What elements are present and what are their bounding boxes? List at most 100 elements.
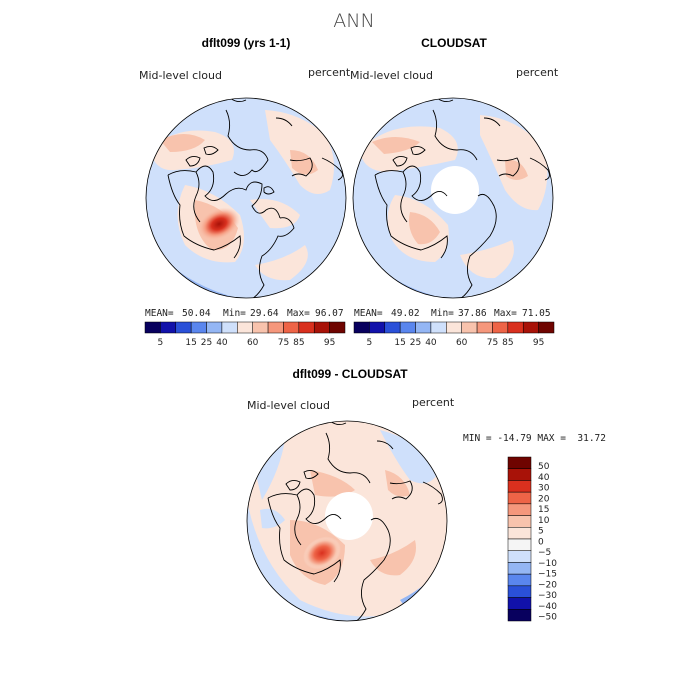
polar-no-data-hole <box>325 492 373 540</box>
colorbar-swatch <box>446 321 462 334</box>
colorbar: 5 15 25 40 60 75 85 95 <box>353 321 555 348</box>
colorbar-tick-label: 20 <box>538 494 550 504</box>
stat-min: 29.64 <box>250 308 279 319</box>
map-boundary <box>145 97 347 299</box>
colorbar-swatch <box>206 321 223 334</box>
coastlines <box>167 98 343 298</box>
panel-title: CLOUDSAT <box>421 36 487 50</box>
panel-difference: dflt099 - CLOUDSAT Mid-level cloud perce… <box>246 367 606 623</box>
colorbar-tick-label: −50 <box>538 613 557 623</box>
colorbar-tick-label: 40 <box>216 338 228 348</box>
colorbar-swatch <box>507 480 532 493</box>
polar-no-data-hole <box>431 166 479 214</box>
colorbar-swatch <box>369 321 386 334</box>
colorbar-swatch <box>522 321 539 334</box>
colorbar-swatch <box>399 321 416 334</box>
colorbar: 5 15 25 40 60 75 85 95 <box>144 321 346 348</box>
colorbar-swatch <box>221 321 238 334</box>
figure-title: ANN <box>333 10 374 32</box>
colorbar-swatch <box>190 321 207 334</box>
colorbar-swatch <box>267 321 284 334</box>
stat-min-label: Min= <box>223 308 246 319</box>
colorbar-tick-label: 60 <box>247 338 259 348</box>
colorbar-tick-label: 85 <box>502 338 513 348</box>
colorbar-swatch <box>507 585 532 598</box>
panel-title: dflt099 - CLOUDSAT <box>292 367 408 381</box>
panel-model: dflt099 (yrs 1-1) Mid-level cloud percen… <box>139 36 351 348</box>
colorbar-swatch <box>507 491 532 505</box>
coastlines <box>374 98 550 298</box>
colorbar-tick-label: 95 <box>533 338 544 348</box>
units-label: percent <box>516 66 559 79</box>
colorbar-swatch <box>476 321 493 334</box>
colorbar-tick-label: −40 <box>538 602 557 612</box>
colorbar-swatch <box>384 321 401 334</box>
colorbar-swatch <box>507 562 532 575</box>
colorbar-swatch <box>507 321 524 334</box>
colorbar-swatch <box>175 321 192 334</box>
colorbar-swatch <box>313 321 330 334</box>
colorbar-tick-label: 5 <box>538 527 544 537</box>
variable-label: Mid-level cloud <box>350 69 433 82</box>
colorbar-swatch <box>507 573 532 587</box>
colorbar-swatch <box>507 527 532 540</box>
colorbar-swatch <box>507 597 532 610</box>
stat-max: 71.05 <box>522 308 551 319</box>
stat-mean: 50.04 <box>182 308 211 319</box>
colorbar-swatch <box>160 321 177 334</box>
colorbar-swatch <box>507 503 532 516</box>
panel-observation: CLOUDSAT Mid-level cloud percent <box>350 36 559 348</box>
colorbar-tick-label: 10 <box>538 516 550 526</box>
colorbar-swatch <box>538 321 555 334</box>
stat-min-label: Min= <box>431 308 454 319</box>
colorbar-swatch <box>144 321 161 334</box>
map-field <box>146 98 346 298</box>
coastlines <box>267 421 443 621</box>
colorbar-swatch <box>461 321 478 334</box>
colorbar-tick-label: −20 <box>538 580 557 590</box>
map-field <box>353 98 553 298</box>
colorbar-swatch <box>298 321 315 334</box>
colorbar-tick-label: 85 <box>293 338 304 348</box>
colorbar-tick-label: −5 <box>538 548 551 558</box>
variable-label: Mid-level cloud <box>139 69 222 82</box>
stat-max: 96.07 <box>315 308 344 319</box>
colorbar-tick-label: 40 <box>425 338 437 348</box>
panel-title: dflt099 (yrs 1-1) <box>202 36 291 50</box>
colorbar-tick-label: 30 <box>538 484 550 494</box>
stat-mean-label: MEAN= <box>145 308 174 319</box>
colorbar-tick-label: 5 <box>158 338 164 348</box>
variable-label: Mid-level cloud <box>247 399 330 412</box>
colorbar-swatch <box>507 550 532 563</box>
stat-mean-label: MEAN= <box>354 308 383 319</box>
colorbar-tick-label: 25 <box>410 338 421 348</box>
colorbar-tick-label: 50 <box>538 462 550 472</box>
map-boundary <box>352 97 554 299</box>
colorbar-swatch <box>430 321 447 334</box>
colorbar-tick-label: 95 <box>324 338 335 348</box>
colorbar-tick-label: 60 <box>456 338 468 348</box>
colorbar-swatch <box>283 321 300 334</box>
colorbar-tick-label: 15 <box>538 505 549 515</box>
colorbar-tick-label: 0 <box>538 537 544 547</box>
units-label: percent <box>412 396 455 409</box>
map-field <box>247 421 447 621</box>
colorbar-tick-label: −30 <box>538 591 557 601</box>
stat-range: MIN = -14.79 MAX = 31.72 <box>463 433 606 444</box>
colorbar-swatch <box>507 515 532 528</box>
colorbar-swatch <box>415 321 432 334</box>
colorbar-swatch <box>507 538 532 551</box>
map-boundary <box>246 420 448 622</box>
colorbar-tick-label: −10 <box>538 559 557 569</box>
stat-mean: 49.02 <box>391 308 420 319</box>
colorbar-swatch <box>353 321 370 334</box>
colorbar-tick-label: 15 <box>394 338 405 348</box>
colorbar-tick-label: 15 <box>185 338 196 348</box>
colorbar-swatch <box>492 321 509 334</box>
stat-max-label: Max= <box>287 308 310 319</box>
colorbar-tick-label: 25 <box>201 338 212 348</box>
colorbar-swatch <box>237 321 253 334</box>
colorbar-tick-label: 75 <box>487 338 498 348</box>
